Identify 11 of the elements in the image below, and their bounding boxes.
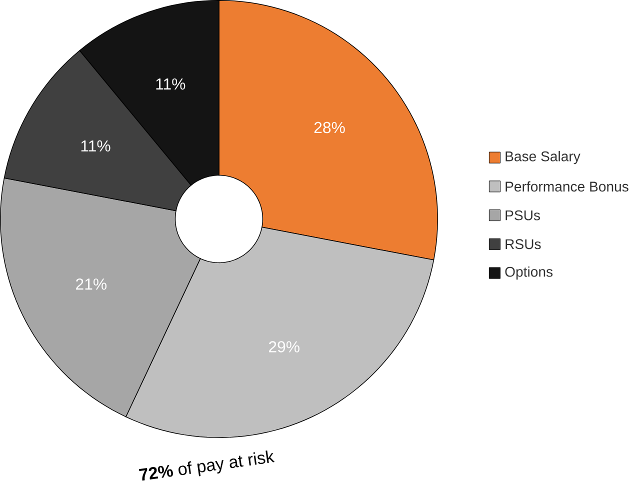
legend-label: Performance Bonus (506, 181, 628, 192)
data-label: 11% (81, 140, 110, 152)
legend-label: RSUs (506, 239, 541, 250)
text: 72% of pay at risk (138, 450, 275, 481)
legend-label: Base Salary (506, 150, 580, 164)
data-label: 11% (156, 78, 186, 90)
data-label: 29% (268, 341, 300, 352)
legend-label: Options (505, 266, 553, 280)
legend-label: PSUs (506, 210, 540, 220)
data-label: 28% (314, 122, 345, 134)
data-label: 21% (76, 278, 107, 290)
